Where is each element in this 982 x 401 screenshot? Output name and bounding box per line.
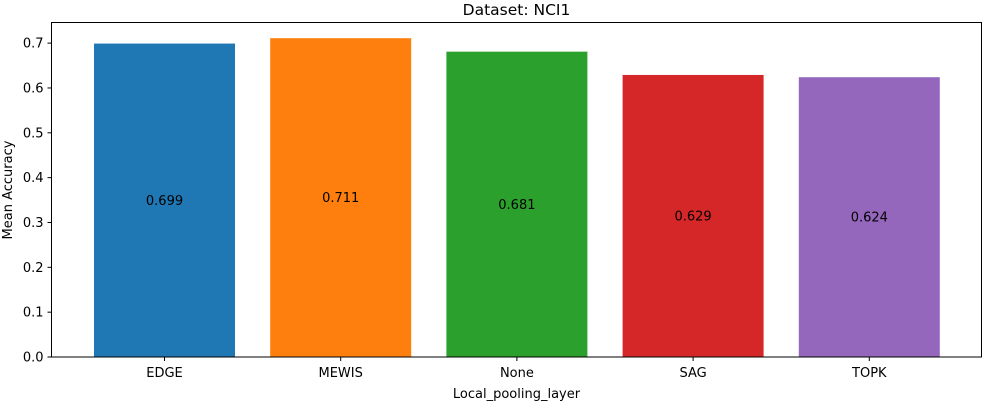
bar-sag [622,74,764,358]
bars-layer [94,38,940,358]
data-label-mewis: 0.711 [322,191,359,206]
y-tick-label: 0.7 [23,37,44,52]
y-tick-label: 0.3 [23,216,44,231]
y-tick-label: 0.6 [23,81,44,96]
x-tick-label-mewis: MEWIS [319,366,363,381]
y-tick-label: 0.4 [23,171,44,186]
data-label-sag: 0.629 [674,209,711,224]
x-axis-label: Local_pooling_layer [453,387,581,401]
y-axis: 0.0 0.1 0.2 0.3 0.4 0.5 0.6 0.7 [23,37,52,366]
bar-none [446,51,588,357]
data-labels-layer: 0.699 0.711 0.681 0.629 0.624 [146,191,888,226]
y-tick-label: 0.1 [23,306,44,321]
x-tick-label-edge: EDGE [146,366,183,381]
data-label-none: 0.681 [498,198,535,213]
x-tick-label-topk: TOPK [851,366,887,381]
x-tick-label-none: None [500,366,534,381]
chart-title: Dataset: NCI1 [463,1,571,19]
bar-topk [798,77,940,358]
x-tick-label-sag: SAG [679,366,706,381]
data-label-topk: 0.624 [851,211,888,226]
bar-edge [94,43,235,357]
y-tick-label: 0.5 [23,126,44,141]
data-label-edge: 0.699 [146,194,183,209]
bar-mewis [270,38,412,358]
y-tick-label: 0.0 [23,351,44,366]
y-axis-label: Mean Accuracy [1,140,16,239]
x-axis: EDGE MEWIS None SAG TOPK [146,357,887,381]
y-tick-label: 0.2 [23,261,44,276]
